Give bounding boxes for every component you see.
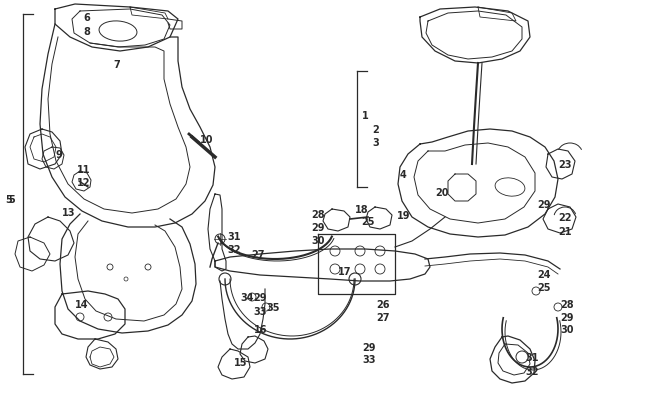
Text: 5: 5 [6, 194, 12, 205]
Text: 31: 31 [227, 231, 240, 241]
Text: 29: 29 [362, 342, 376, 352]
Text: 10: 10 [200, 135, 213, 145]
Text: 25: 25 [361, 216, 374, 226]
Text: 29: 29 [311, 222, 324, 232]
Text: 4: 4 [400, 170, 407, 179]
Text: 24: 24 [537, 269, 551, 279]
Text: 13: 13 [62, 207, 75, 217]
Text: 26: 26 [376, 299, 389, 309]
Text: 6: 6 [83, 13, 90, 23]
Text: 21: 21 [558, 226, 571, 237]
Text: 17: 17 [338, 266, 352, 276]
Text: 23: 23 [558, 160, 571, 170]
Text: 7: 7 [113, 60, 120, 70]
Text: 33: 33 [362, 354, 376, 364]
Text: 29: 29 [253, 292, 266, 302]
Text: 5: 5 [8, 194, 15, 205]
Text: 11: 11 [77, 164, 90, 175]
Text: 32: 32 [227, 244, 240, 254]
Text: 34: 34 [240, 292, 254, 302]
Text: 27: 27 [251, 249, 265, 259]
Text: 12: 12 [77, 177, 90, 188]
Text: 30: 30 [560, 324, 573, 334]
Text: 29: 29 [560, 312, 573, 322]
Text: 25: 25 [537, 282, 551, 292]
Text: 1: 1 [362, 111, 369, 121]
Text: 14: 14 [75, 299, 88, 309]
Text: 20: 20 [435, 188, 448, 198]
Text: 27: 27 [376, 312, 389, 322]
Text: 3: 3 [372, 138, 379, 148]
Text: 33: 33 [253, 306, 266, 316]
Text: 35: 35 [266, 302, 280, 312]
Text: 22: 22 [558, 213, 571, 222]
Text: 31: 31 [525, 352, 538, 362]
Text: 19: 19 [397, 211, 411, 220]
Text: 18: 18 [355, 205, 369, 215]
Text: 8: 8 [83, 27, 90, 37]
Text: 29: 29 [537, 200, 551, 209]
Text: 2: 2 [372, 125, 379, 135]
Text: 30: 30 [311, 235, 324, 245]
Text: 28: 28 [311, 209, 324, 220]
Text: 32: 32 [525, 366, 538, 376]
Text: 15: 15 [234, 357, 248, 367]
Text: 9: 9 [56, 149, 63, 160]
Text: 16: 16 [254, 324, 268, 334]
Text: 28: 28 [560, 299, 573, 309]
